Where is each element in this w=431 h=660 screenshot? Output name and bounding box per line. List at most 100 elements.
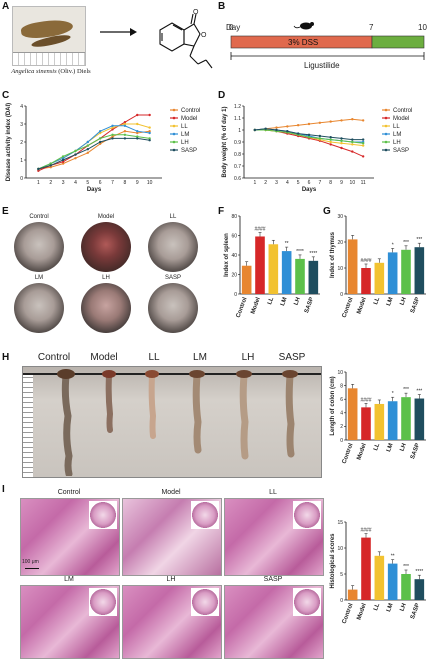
y-tick-label: 60	[231, 233, 237, 239]
significance-label: ***	[416, 237, 422, 243]
data-point	[351, 140, 354, 144]
significance-label: ****	[415, 569, 423, 575]
data-point	[61, 158, 65, 162]
y-tick-label: 10	[337, 546, 343, 552]
colon-sasp	[285, 372, 295, 458]
x-tick-label: Model	[356, 442, 368, 461]
significance-label: ***	[403, 564, 409, 570]
photo-model	[81, 222, 131, 272]
y-axis-label: Index of spleen	[224, 233, 230, 277]
data-point	[49, 162, 52, 165]
x-tick-label: LL	[267, 296, 275, 305]
data-point	[340, 119, 343, 122]
x-tick-label: 8	[329, 180, 332, 186]
legend-label: LL	[181, 124, 188, 130]
y-tick-label: 2	[20, 140, 23, 146]
data-point	[351, 138, 354, 141]
data-point	[340, 142, 343, 145]
data-point	[86, 140, 90, 144]
significance-label: ####	[360, 397, 371, 403]
bar-sasp	[414, 398, 425, 440]
x-tick-label: 1	[253, 180, 256, 186]
x-tick-label: Model	[250, 296, 262, 315]
data-point	[307, 136, 311, 139]
panel-label-e: E	[2, 206, 9, 217]
chart-c-dai: 0 1 2 3 4 1 2 3 4 5 6 7 8 9 10 Days Disease activity ind…	[6, 103, 200, 193]
data-point	[136, 113, 139, 117]
scale-bar-label: 100 μm	[22, 559, 39, 565]
bar-sasp	[308, 260, 319, 294]
x-tick-label: LL	[373, 602, 381, 611]
series-line-lm	[38, 125, 150, 170]
significance-label: ****	[296, 249, 304, 255]
bar-lm	[387, 563, 398, 600]
y-tick-label: 0.6	[234, 176, 241, 182]
data-point	[148, 130, 151, 133]
x-tick-label: 4	[286, 180, 289, 186]
y-tick-label: 40	[231, 253, 237, 259]
data-point	[275, 128, 278, 132]
data-point	[98, 142, 102, 145]
bar-ll	[374, 262, 385, 294]
timeline-day-10: 10	[418, 23, 427, 32]
timeline-diagram: Day 0 7 10 3% DSS Ligustilide	[226, 22, 427, 70]
legend-label: LH	[393, 140, 401, 146]
x-tick-label: 10	[147, 180, 153, 186]
species-name: Angelica sinensis	[11, 68, 57, 75]
data-point	[307, 133, 311, 136]
data-point	[148, 139, 151, 142]
h-label-ll: LL	[148, 352, 160, 363]
significance-label: ***	[403, 240, 409, 246]
x-tick-label: LM	[280, 297, 289, 307]
e-label-sasp: SASP	[164, 275, 181, 281]
y-tick-label: 20	[231, 272, 237, 278]
photo-lm	[14, 283, 64, 333]
data-point	[340, 146, 343, 150]
y-tick-label: 0	[340, 598, 343, 604]
data-point	[136, 122, 139, 126]
bar-model	[361, 268, 371, 294]
colon-ll	[148, 373, 157, 439]
legend-label: SASP	[181, 148, 197, 154]
data-point	[318, 134, 322, 138]
series-line-control	[38, 130, 150, 170]
recovery-bar	[371, 35, 425, 49]
panel-label-d: D	[218, 90, 226, 101]
bar-lm	[387, 252, 398, 294]
x-tick-label: 9	[340, 180, 343, 186]
y-tick-label: 10	[337, 370, 343, 376]
bar-lh	[295, 258, 305, 294]
bar-lh	[401, 397, 411, 440]
y-tick-label: 1	[20, 158, 23, 164]
photo-lh	[81, 283, 131, 333]
data-point	[329, 136, 332, 139]
x-tick-label: LL	[373, 442, 381, 451]
bar-sasp	[414, 247, 425, 294]
bar-model	[361, 407, 371, 440]
i-label-lh: LH	[166, 576, 176, 583]
x-axis-label: Days	[87, 187, 102, 193]
y-tick-label: 1.2	[234, 104, 241, 110]
colon-lh	[239, 372, 249, 460]
arrow-icon	[100, 28, 137, 36]
panel-label-c: C	[2, 90, 10, 101]
x-tick-label: SASP	[304, 297, 315, 314]
x-tick-label: 6	[99, 180, 102, 186]
y-tick-label: 10	[337, 266, 343, 272]
data-point	[74, 153, 77, 156]
data-point	[286, 125, 289, 128]
y-tick-label: 0	[234, 292, 237, 298]
data-point	[351, 118, 354, 121]
data-point	[98, 130, 102, 133]
y-tick-label: 30	[337, 214, 343, 220]
panel-label-i: I	[2, 484, 5, 495]
colon-control	[61, 372, 73, 476]
data-point	[61, 155, 65, 158]
data-point	[361, 138, 365, 141]
photo-control	[14, 222, 64, 272]
dss-label: 3% DSS	[288, 38, 318, 47]
panel-label-f: F	[218, 206, 225, 217]
histology-lh	[122, 585, 222, 659]
bar-control	[347, 589, 358, 600]
